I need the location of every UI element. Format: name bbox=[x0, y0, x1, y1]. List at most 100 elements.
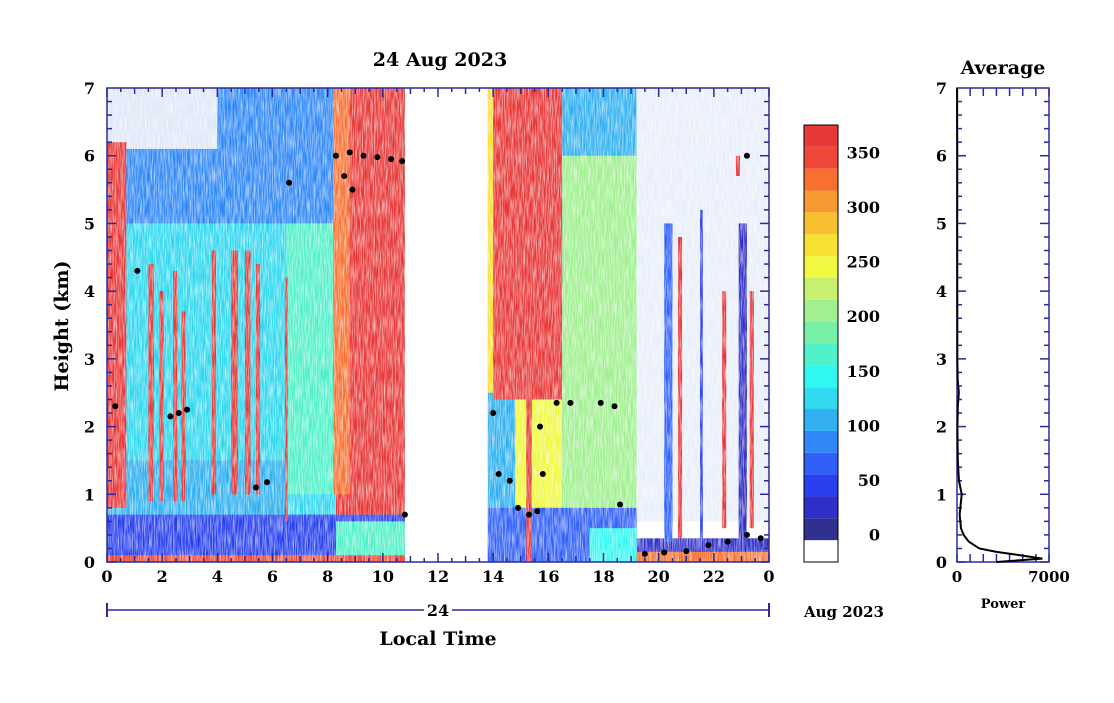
colorbar-swatch bbox=[804, 496, 838, 519]
x-tick-label: 22 bbox=[703, 567, 725, 586]
colorbar-tick-label: 250 bbox=[847, 253, 880, 272]
cloud-dot bbox=[495, 470, 502, 477]
colorbar-swatch bbox=[804, 168, 838, 191]
cloud-dot bbox=[526, 511, 533, 518]
x-tick-label: 6 bbox=[267, 567, 278, 586]
side-x-tick-label: 0 bbox=[952, 568, 962, 586]
side-y-tick-label: 7 bbox=[936, 79, 947, 98]
y-tick-label: 3 bbox=[84, 350, 95, 369]
colorbar-swatch bbox=[804, 365, 838, 388]
side-panel: 0 1 2 3 4 5 6 7 0 7000 bbox=[936, 79, 1070, 586]
colorbar-swatch bbox=[804, 540, 838, 562]
x-tick-label: 0 bbox=[101, 567, 112, 586]
cloud-dot bbox=[611, 403, 618, 410]
cloud-dot bbox=[134, 267, 141, 274]
x-tick-label: 4 bbox=[212, 567, 223, 586]
cloud-dot bbox=[683, 548, 690, 555]
cloud-dot bbox=[641, 550, 648, 557]
cloud-dot bbox=[286, 179, 293, 186]
cloud-dot bbox=[252, 484, 259, 491]
day-label: 24 bbox=[427, 601, 449, 620]
side-y-tick-label: 4 bbox=[936, 282, 947, 301]
y-tick-label: 7 bbox=[84, 79, 95, 98]
cloud-dot bbox=[743, 531, 750, 538]
x-tick-label: 18 bbox=[592, 567, 614, 586]
side-panel-xlabel: Power bbox=[981, 597, 1026, 612]
colorbar-swatch bbox=[804, 146, 838, 169]
cloud-dot bbox=[401, 511, 408, 518]
chart-title: 24 Aug 2023 bbox=[373, 49, 507, 71]
y-tick-label: 5 bbox=[84, 214, 95, 233]
y-tick-label: 1 bbox=[84, 485, 95, 504]
y-tick-label: 0 bbox=[84, 553, 95, 572]
colorbar-swatch bbox=[804, 277, 838, 300]
cloud-dot bbox=[537, 423, 544, 430]
cloud-dot bbox=[506, 477, 513, 484]
colorbar-swatch bbox=[804, 387, 838, 410]
cloud-dot bbox=[567, 399, 574, 406]
colorbar-swatch bbox=[804, 518, 838, 541]
side-y-tick-label: 5 bbox=[936, 214, 947, 233]
cloud-dot bbox=[661, 549, 668, 556]
x-tick-label: 16 bbox=[537, 567, 559, 586]
cloud-dot bbox=[388, 156, 395, 163]
colorbar-swatch bbox=[804, 256, 838, 278]
colorbar-frame bbox=[803, 124, 839, 563]
colorbar-tick-label: 200 bbox=[847, 307, 880, 326]
cloud-dot bbox=[597, 399, 604, 406]
cloud-dot bbox=[112, 403, 119, 410]
colorbar-swatch bbox=[804, 125, 838, 147]
cloud-dot bbox=[514, 504, 521, 511]
side-y-tick-label: 6 bbox=[936, 147, 947, 166]
cloud-dot bbox=[617, 501, 624, 508]
cloud-dot bbox=[360, 152, 367, 159]
colorbar-tick-label: 0 bbox=[869, 526, 880, 545]
cloud-dot bbox=[263, 479, 270, 486]
heatmap-area bbox=[107, 88, 769, 562]
cloud-dot bbox=[743, 152, 750, 159]
cloud-dot bbox=[374, 154, 381, 161]
cloud-dot bbox=[534, 508, 541, 515]
x-axis-label: Local Time bbox=[379, 628, 496, 650]
side-y-tick-label: 1 bbox=[936, 485, 947, 504]
y-axis-label: Height (km) bbox=[51, 261, 73, 392]
colorbar-swatch bbox=[804, 190, 838, 213]
colorbar-swatch bbox=[804, 452, 838, 475]
cloud-dot bbox=[175, 410, 182, 417]
month-label: Aug 2023 bbox=[803, 603, 884, 621]
y-tick-label: 4 bbox=[84, 282, 95, 301]
x-tick-label: 12 bbox=[427, 567, 449, 586]
x-tick-label: 0 bbox=[763, 567, 774, 586]
cloud-dot bbox=[183, 406, 190, 413]
day-bar: 24 bbox=[106, 600, 770, 620]
x-tick-label: 20 bbox=[648, 567, 670, 586]
cloud-dot bbox=[167, 413, 174, 420]
x-tick-label: 8 bbox=[322, 567, 333, 586]
x-tick-label: 14 bbox=[482, 567, 504, 586]
colorbar-swatch bbox=[804, 343, 838, 366]
colorbar-swatch bbox=[804, 474, 838, 497]
side-y-tick-label: 2 bbox=[936, 418, 947, 437]
heat-data-gap bbox=[404, 88, 488, 562]
cloud-dot bbox=[332, 152, 339, 159]
cloud-dot bbox=[346, 149, 353, 156]
colorbar-swatch bbox=[804, 430, 838, 453]
side-x-tick-label: 7000 bbox=[1028, 568, 1070, 586]
x-tick-label: 2 bbox=[157, 567, 168, 586]
colorbar-tick-label: 150 bbox=[847, 362, 880, 381]
colorbar: 0 50 100 150 200 250 300 350 bbox=[803, 124, 880, 563]
cloud-dot bbox=[490, 410, 497, 417]
y-tick-label: 2 bbox=[84, 418, 95, 437]
side-y-tick-label: 0 bbox=[936, 553, 947, 572]
average-profile-line bbox=[956, 87, 1043, 563]
colorbar-swatch bbox=[804, 321, 838, 344]
cloud-dot bbox=[705, 542, 712, 549]
cloud-dot bbox=[399, 158, 406, 165]
colorbar-tick-label: 50 bbox=[858, 471, 880, 490]
colorbar-swatch bbox=[804, 409, 838, 431]
x-tick-label: 10 bbox=[372, 567, 394, 586]
cloud-dot bbox=[539, 470, 546, 477]
